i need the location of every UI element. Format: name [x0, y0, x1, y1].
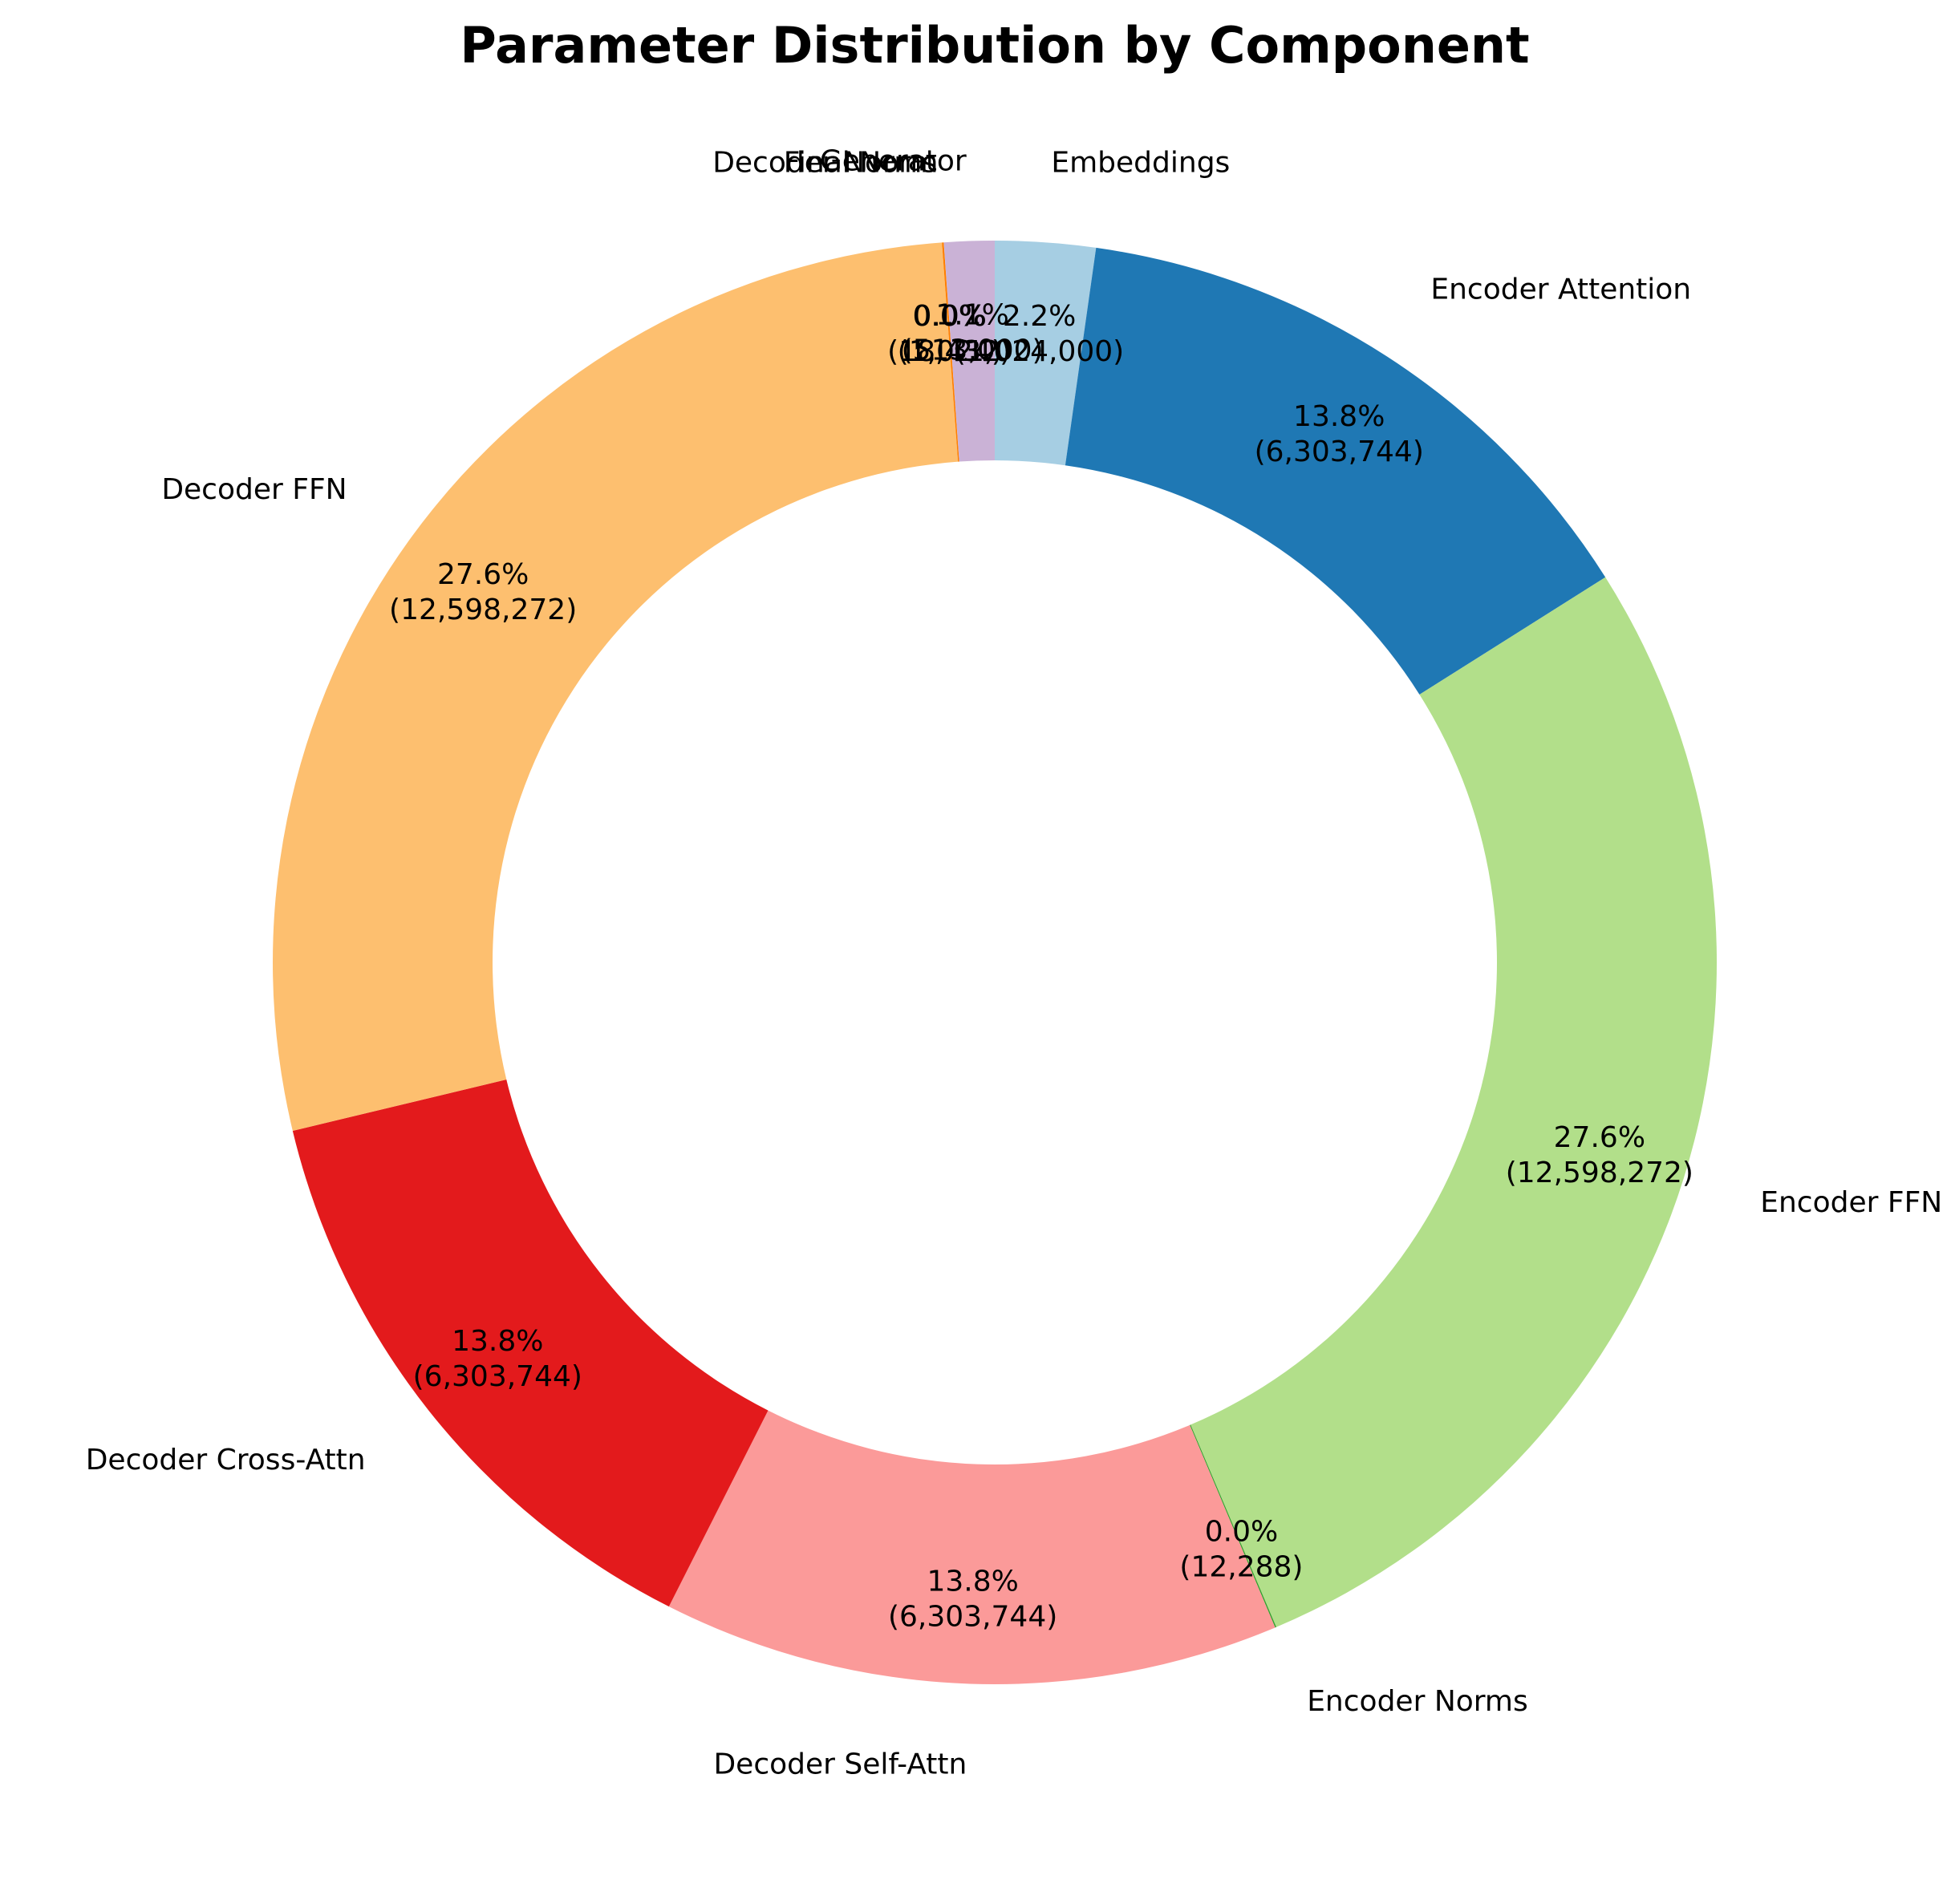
slice-generator	[943, 241, 995, 462]
slice-embeddings	[995, 241, 1097, 466]
percent-label-embeddings: 2.2%	[1003, 300, 1076, 333]
percent-label-decoder-ffn: 27.6%	[437, 558, 529, 591]
category-label-encoder-attention: Encoder Attention	[1430, 273, 1691, 306]
count-label-embeddings: (1,024,000)	[955, 335, 1124, 368]
category-label-generator: Generator	[820, 145, 967, 178]
slice-final-norm	[943, 242, 959, 462]
percent-label-decoder-cross-attn: 13.8%	[452, 1325, 543, 1358]
category-label-embeddings: Embeddings	[1051, 146, 1230, 179]
slices-group	[273, 241, 1718, 1684]
chart-title: Parameter Distribution by Component	[460, 16, 1529, 75]
category-label-encoder-norms: Encoder Norms	[1307, 1685, 1528, 1718]
slice-encoder-attention	[1065, 247, 1606, 695]
count-label-decoder-ffn: (12,598,272)	[389, 593, 577, 626]
count-label-decoder-cross-attn: (6,303,744)	[413, 1360, 582, 1393]
slice-encoder-ffn	[1190, 577, 1718, 1627]
percent-label-generator: 1.1%	[935, 298, 1008, 331]
value-labels-group: 2.2%(1,024,000)13.8%(6,303,744)27.6%(12,…	[389, 298, 1693, 1633]
category-label-final-norm: Final Norm	[784, 146, 939, 179]
count-label-decoder-self-attn: (6,303,744)	[888, 1601, 1057, 1634]
percent-label-encoder-attention: 13.8%	[1293, 400, 1385, 433]
slice-decoder-ffn	[273, 242, 959, 1131]
percent-label-encoder-ffn: 27.6%	[1554, 1121, 1645, 1154]
slice-decoder-cross-attn	[292, 1080, 769, 1607]
percent-label-decoder-norms: 0.0%	[912, 300, 985, 333]
count-label-encoder-ffn: (12,598,272)	[1506, 1157, 1693, 1189]
slice-encoder-norms	[1190, 1424, 1276, 1628]
slice-decoder-self-attn	[668, 1410, 1276, 1684]
count-label-encoder-norms: (12,288)	[1179, 1551, 1303, 1584]
slice-decoder-norms	[942, 242, 959, 462]
category-labels-group: Embeddings Encoder Attention Encoder FFN En…	[86, 145, 1943, 1781]
category-label-decoder-ffn: Decoder FFN	[161, 473, 347, 506]
category-label-decoder-norms: Decoder Norms	[712, 147, 937, 180]
category-label-encoder-ffn: Encoder FFN	[1760, 1186, 1942, 1219]
count-label-final-norm: (1,024)	[898, 335, 1003, 368]
category-label-decoder-cross-attn: Decoder Cross-Attn	[86, 1444, 366, 1477]
count-label-decoder-norms: (18,432)	[887, 335, 1011, 368]
count-label-encoder-attention: (6,303,744)	[1255, 435, 1424, 468]
percent-label-decoder-self-attn: 13.8%	[927, 1566, 1018, 1598]
category-label-decoder-self-attn: Decoder Self-Attn	[713, 1748, 967, 1780]
count-label-generator: (513,000)	[902, 334, 1044, 367]
percent-label-final-norm: 0.0%	[914, 300, 987, 333]
percent-label-encoder-norms: 0.0%	[1205, 1516, 1278, 1549]
